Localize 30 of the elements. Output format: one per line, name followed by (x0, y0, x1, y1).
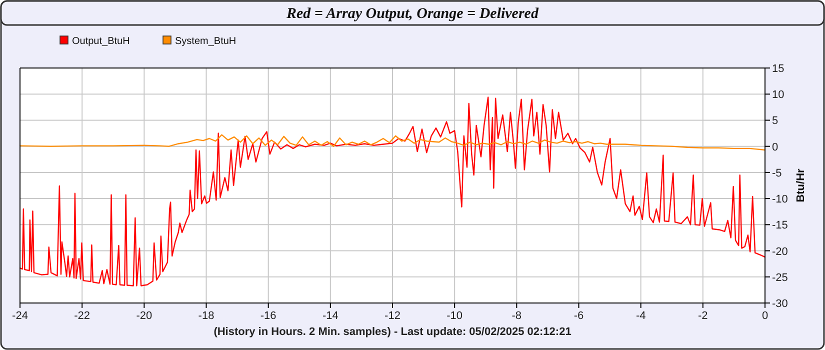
y-tick-label: -25 (772, 272, 788, 284)
y-tick-label: 0 (772, 141, 778, 154)
legend-label: Output_BtuH (72, 36, 130, 47)
x-tick-label: -16 (260, 310, 276, 322)
legend-label: System_BtuH (175, 36, 236, 47)
x-tick-label: 0 (762, 310, 768, 322)
y-axis-title: Btu/Hr (795, 168, 807, 202)
x-tick-label: -24 (12, 310, 28, 322)
y-tick-label: -30 (772, 298, 788, 310)
y-tick-label: -10 (772, 194, 788, 206)
y-tick-label: -5 (772, 167, 782, 180)
x-tick-label: -12 (384, 310, 400, 322)
chart-title: Red = Array Output, Orange = Delivered (286, 6, 539, 22)
x-tick-label: -8 (512, 310, 522, 322)
y-tick-label: -15 (772, 220, 788, 232)
x-tick-label: -6 (574, 310, 584, 322)
y-tick-label: 15 (772, 63, 784, 75)
y-tick-label: 10 (772, 89, 784, 102)
x-tick-label: -2 (698, 310, 708, 322)
line-series (19, 96, 766, 286)
x-tick-label: -20 (136, 310, 152, 322)
x-tick-label: -10 (446, 310, 463, 322)
x-tick-label: -14 (322, 310, 338, 322)
x-axis-title: (History in Hours. 2 Min. samples) - Last update: 05/02/2025 02:12:21 (214, 326, 572, 338)
y-tick-label: -20 (772, 246, 788, 258)
line-series (19, 134, 766, 151)
x-tick-label: -22 (74, 310, 90, 322)
y-tick-label: 5 (772, 115, 778, 128)
x-tick-label: -18 (198, 310, 214, 322)
x-tick-label: -4 (636, 310, 646, 322)
